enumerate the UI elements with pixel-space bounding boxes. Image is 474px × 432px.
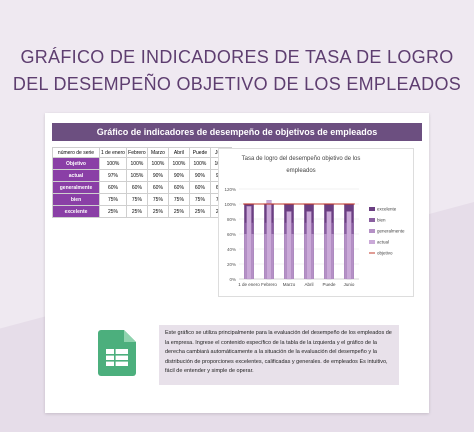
row-label: actual	[52, 169, 100, 182]
table-cell: 25%	[99, 205, 127, 218]
bar-actual	[246, 206, 252, 280]
chart-title-line-1: Tasa de logro del desempeño objetivo de …	[242, 156, 361, 162]
spreadsheet-file-icon	[98, 330, 136, 376]
heading-line-2: DEL DESEMPEÑO OBJETIVO DE LOS EMPLEADOS	[12, 74, 462, 94]
y-tick-label: 40%	[227, 247, 236, 252]
table-cell: 100%	[99, 157, 127, 170]
bar-actual	[346, 211, 352, 280]
y-tick-label: 60%	[227, 232, 236, 237]
x-tick-label: 1 de enero	[238, 282, 260, 287]
table-cell: 90%	[188, 169, 211, 182]
row-label: excelente	[52, 205, 100, 218]
month-header: 1 de enero	[99, 147, 127, 158]
x-tick-label: Marzo	[283, 282, 296, 287]
performance-chart: Tasa de logro del desempeño objetivo de …	[218, 148, 414, 297]
bar-actual	[286, 211, 292, 280]
month-header: Marzo	[146, 147, 169, 158]
table-cell: 25%	[167, 205, 190, 218]
bar-actual	[266, 200, 272, 280]
bar-actual	[326, 211, 332, 280]
spreadsheet-preview: Gráfico de indicadores de desempeño de o…	[45, 113, 429, 413]
legend-swatch	[369, 218, 375, 222]
table-row: excelente 25% 25% 25% 25% 25% 25%	[52, 205, 232, 218]
table-cell: 100%	[125, 157, 148, 170]
table-cell: 60%	[125, 181, 148, 194]
table-cell: 25%	[188, 205, 211, 218]
table-cell: 25%	[125, 205, 148, 218]
table-header-row: número de serie 1 de enero Febrero Marzo…	[52, 147, 232, 158]
row-label: generalmente	[52, 181, 100, 194]
table-cell: 100%	[146, 157, 169, 170]
table-row: Objetivo 100% 100% 100% 100% 100% 100%	[52, 157, 232, 170]
table-row: bien 75% 75% 75% 75% 75% 75%	[52, 193, 232, 206]
table-corner-header: número de serie	[52, 147, 100, 158]
y-tick-label: 80%	[227, 217, 236, 222]
table-cell: 100%	[167, 157, 190, 170]
legend-swatch	[369, 207, 375, 211]
performance-table: número de serie 1 de enero Febrero Marzo…	[52, 147, 232, 218]
chart-canvas: Tasa de logro del desempeño objetivo de …	[224, 156, 405, 287]
y-tick-label: 0%	[229, 277, 236, 282]
page-heading: GRÁFICO DE INDICADORES DE TASA DE LOGRO …	[0, 44, 474, 98]
table-cell: 25%	[146, 205, 169, 218]
table-cell: 100%	[188, 157, 211, 170]
sheet-banner: Gráfico de indicadores de desempeño de o…	[52, 123, 422, 141]
table-cell: 60%	[99, 181, 127, 194]
x-tick-label: Febrero	[261, 282, 277, 287]
table-cell: 75%	[146, 193, 169, 206]
table-cell: 90%	[167, 169, 190, 182]
legend-swatch	[369, 229, 375, 233]
table-cell: 97%	[99, 169, 127, 182]
table-row: generalmente 60% 60% 60% 60% 60% 60%	[52, 181, 232, 194]
description-text: Este gráfico se utiliza principalmente p…	[159, 325, 399, 385]
table-row: actual 97% 105% 90% 90% 90% 90%	[52, 169, 232, 182]
y-tick-label: 100%	[224, 202, 236, 207]
heading-line-1: GRÁFICO DE INDICADORES DE TASA DE LOGRO	[20, 47, 454, 67]
bar-actual	[306, 211, 312, 280]
row-label: Objetivo	[52, 157, 100, 170]
table-cell: 60%	[167, 181, 190, 194]
legend-label: actual	[377, 240, 389, 245]
chart-title-line-2: empleados	[286, 168, 315, 174]
table-cell: 90%	[146, 169, 169, 182]
legend-label: objetivo	[377, 251, 393, 256]
table-cell: 60%	[188, 181, 211, 194]
legend-swatch	[369, 240, 375, 244]
month-header: Puede	[188, 147, 211, 158]
y-tick-label: 20%	[227, 262, 236, 267]
legend-label: generalmente	[377, 229, 405, 234]
legend-label: bien	[377, 218, 386, 223]
month-header: Febrero	[125, 147, 148, 158]
x-tick-label: Abril	[304, 282, 313, 287]
row-label: bien	[52, 193, 100, 206]
table-cell: 75%	[167, 193, 190, 206]
x-tick-label: Puede	[322, 282, 336, 287]
table-cell: 75%	[125, 193, 148, 206]
x-tick-label: Junio	[344, 282, 355, 287]
table-cell: 75%	[99, 193, 127, 206]
table-cell: 60%	[146, 181, 169, 194]
y-tick-label: 120%	[224, 187, 236, 192]
legend-label: excelente	[377, 207, 397, 212]
table-cell: 105%	[125, 169, 148, 182]
table-cell: 75%	[188, 193, 211, 206]
month-header: Abril	[167, 147, 190, 158]
